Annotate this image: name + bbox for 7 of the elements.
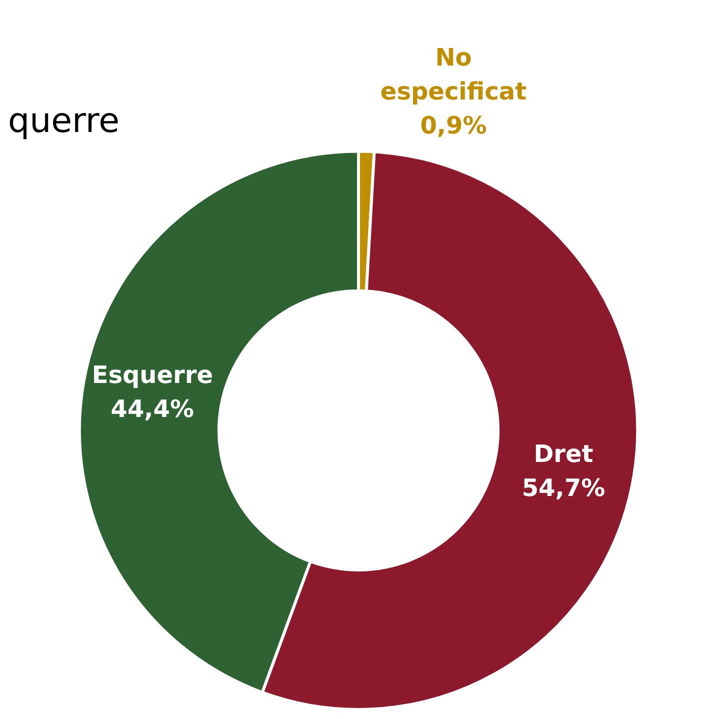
data-label: 0,9% [420, 112, 487, 140]
slice-label: Esquerre [92, 361, 213, 389]
data-label: 54,7% [522, 474, 606, 502]
slice-label: No especificat [380, 44, 527, 106]
slice-label: Dret [534, 440, 594, 468]
text: querre [8, 101, 120, 142]
data-label: 44,4% [110, 395, 194, 423]
